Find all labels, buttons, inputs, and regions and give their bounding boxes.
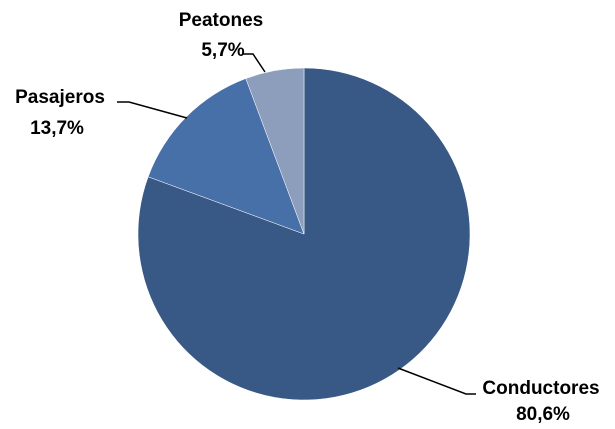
leader-line-peatones: [243, 53, 266, 73]
slice-label-value-pasajeros: 13,7%: [30, 118, 84, 139]
slice-label-name-conductores: Conductores: [482, 378, 599, 399]
slice-label-name-peatones: Peatones: [179, 10, 263, 31]
leader-line-pasajeros: [117, 101, 188, 119]
slice-label-value-peatones: 5,7%: [201, 40, 244, 61]
slice-label-name-pasajeros: Pasajeros: [15, 87, 105, 108]
slice-label-value-conductores: 80,6%: [516, 404, 570, 425]
leader-line-conductores: [397, 367, 476, 395]
leader-lines: [117, 53, 476, 395]
slice-labels: Conductores 80,6% Pasajeros 13,7% Peaton…: [15, 10, 599, 425]
pie-slices: [137, 67, 471, 401]
pie-slice-peatones: [245, 67, 305, 235]
